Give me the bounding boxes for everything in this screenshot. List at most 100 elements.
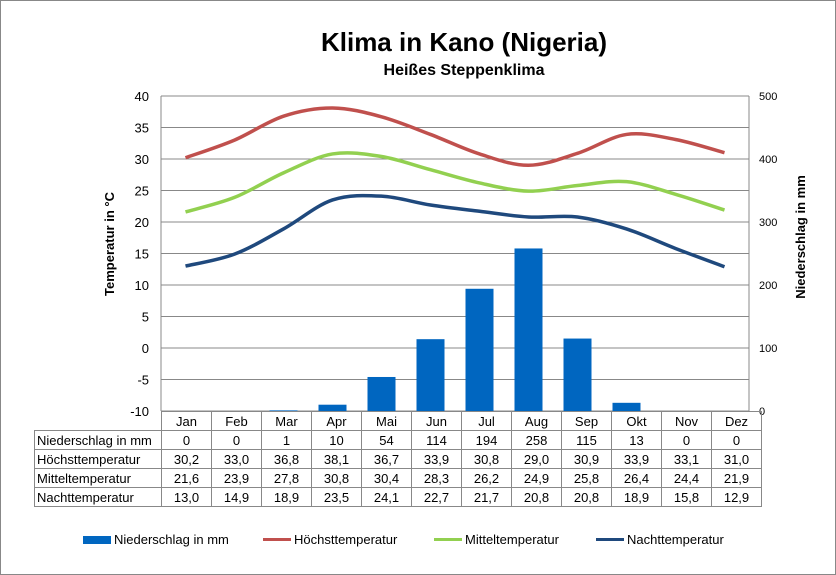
y2-axis-label: Niederschlag in mm <box>793 175 808 299</box>
legend-item: Mitteltemperatur <box>434 532 559 547</box>
x-tick-label: Dez <box>711 411 762 431</box>
x-tick-label: Sep <box>561 411 612 431</box>
line-Mitteltemperatur <box>185 151 726 214</box>
legend-label: Mitteltemperatur <box>465 532 559 547</box>
row-label: Niederschlag in mm <box>34 430 162 450</box>
y-tick-label: 5 <box>142 310 149 325</box>
bar-Jun <box>416 339 445 411</box>
data-label: 30,2 <box>161 449 212 469</box>
data-label: 24,1 <box>361 487 412 507</box>
chart-subtitle: Heißes Steppenklima <box>383 62 545 79</box>
data-label: 30,9 <box>561 449 612 469</box>
table-row: Niederschlag in mm 0 0 1 10 54 114 194 258 115 13 0… <box>34 430 762 450</box>
legend-item: Niederschlag in mm <box>83 532 229 547</box>
data-label: 18,9 <box>611 487 662 507</box>
legend-item: Höchsttemperatur <box>263 532 397 547</box>
x-tick-label: Nov <box>661 411 712 431</box>
y-tick-label: 10 <box>135 278 149 293</box>
x-tick-label: Jul <box>461 411 512 431</box>
x-tick-label: Aug <box>511 411 562 431</box>
legend-swatch <box>596 538 624 541</box>
data-label: 30,8 <box>311 468 362 488</box>
data-label: 0 <box>211 430 262 450</box>
table-corner <box>34 411 162 431</box>
legend-label: Höchsttemperatur <box>294 532 398 547</box>
chart-title: Klima in Kano (Nigeria) <box>320 27 608 57</box>
y2-tick-label: 400 <box>759 154 777 166</box>
x-tick-label: Apr <box>311 411 362 431</box>
data-label: 36,7 <box>361 449 412 469</box>
data-label: 194 <box>461 430 512 450</box>
table-row: Höchsttemperatur 30,2 33,0 36,8 38,1 36,7 33,9… <box>34 449 762 469</box>
bar-Okt <box>612 402 641 411</box>
y-tick-label: 35 <box>135 121 149 136</box>
data-label: 29,0 <box>511 449 562 469</box>
data-label: 21,6 <box>161 468 212 488</box>
legend-label: Nachttemperatur <box>627 532 724 547</box>
y-tick-label: -5 <box>137 373 149 388</box>
y2-tick-label: 0 <box>759 406 765 418</box>
y-tick-label: 25 <box>135 184 149 199</box>
table-header-row: Jan Feb Mar Apr Mai Jun Jul Aug Sep Okt Nov Dez <box>34 411 762 431</box>
y-tick-label: 30 <box>135 152 149 167</box>
data-table: Jan Feb Mar Apr Mai Jun Jul Aug Sep Okt Nov Dez Nied… <box>34 411 762 507</box>
data-label: 21,9 <box>711 468 762 488</box>
data-label: 33,9 <box>411 449 462 469</box>
data-label: 0 <box>161 430 212 450</box>
data-label: 14,9 <box>211 487 262 507</box>
data-label: 26,2 <box>461 468 512 488</box>
data-label: 23,9 <box>211 468 262 488</box>
data-label: 0 <box>711 430 762 450</box>
data-label: 12,9 <box>711 487 762 507</box>
x-tick-label: Mar <box>261 411 312 431</box>
data-label: 23,5 <box>311 487 362 507</box>
x-tick-label: Jun <box>411 411 462 431</box>
row-label: Mitteltemperatur <box>34 468 162 488</box>
data-label: 258 <box>511 430 562 450</box>
data-label: 25,8 <box>561 468 612 488</box>
bar-Mai <box>367 376 396 411</box>
x-tick-label: Okt <box>611 411 662 431</box>
data-label: 36,8 <box>261 449 312 469</box>
y2-tick-label: 100 <box>759 343 777 355</box>
y-tick-label: 0 <box>142 341 149 356</box>
bar-Mar <box>269 410 298 411</box>
legend-swatch <box>83 535 111 544</box>
y-axis-label: Temperatur in °C <box>102 191 117 296</box>
data-label: 115 <box>561 430 612 450</box>
bar-Sep <box>563 338 592 411</box>
line-Nachttemperatur <box>185 193 726 269</box>
data-label: 24,4 <box>661 468 712 488</box>
data-label: 28,3 <box>411 468 462 488</box>
data-label: 0 <box>661 430 712 450</box>
y-tick-label: 20 <box>135 215 149 230</box>
table-row: Mitteltemperatur 21,6 23,9 27,8 30,8 30,4 28,3… <box>34 468 762 488</box>
data-label: 26,4 <box>611 468 662 488</box>
legend-label: Niederschlag in mm <box>114 532 229 547</box>
legend-swatch <box>434 538 462 541</box>
bar-Apr <box>318 404 347 411</box>
data-label: 30,8 <box>461 449 512 469</box>
data-label: 31,0 <box>711 449 762 469</box>
bar-Jul <box>465 288 494 411</box>
data-label: 18,9 <box>261 487 312 507</box>
y2-tick-label: 300 <box>759 217 777 229</box>
data-label: 13 <box>611 430 662 450</box>
data-label: 1 <box>261 430 312 450</box>
data-label: 38,1 <box>311 449 362 469</box>
legend-item: Nachttemperatur <box>596 532 724 547</box>
data-label: 15,8 <box>661 487 712 507</box>
data-label: 20,8 <box>561 487 612 507</box>
row-label: Höchsttemperatur <box>34 449 162 469</box>
data-label: 27,8 <box>261 468 312 488</box>
data-label: 24,9 <box>511 468 562 488</box>
data-label: 33,0 <box>211 449 262 469</box>
y2-tick-label: 500 <box>759 91 777 103</box>
y-tick-label: 15 <box>135 247 149 262</box>
data-label: 20,8 <box>511 487 562 507</box>
x-tick-label: Feb <box>211 411 262 431</box>
data-label: 54 <box>361 430 412 450</box>
bar-Aug <box>514 248 543 411</box>
